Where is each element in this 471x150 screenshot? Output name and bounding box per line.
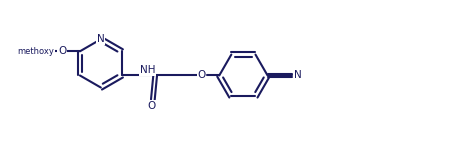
- Text: O: O: [58, 46, 66, 56]
- Text: NH: NH: [139, 65, 155, 75]
- Text: O: O: [197, 70, 206, 80]
- Text: methoxy: methoxy: [17, 47, 54, 56]
- Text: N: N: [97, 34, 105, 44]
- Text: O: O: [148, 101, 156, 111]
- Text: N: N: [294, 70, 302, 80]
